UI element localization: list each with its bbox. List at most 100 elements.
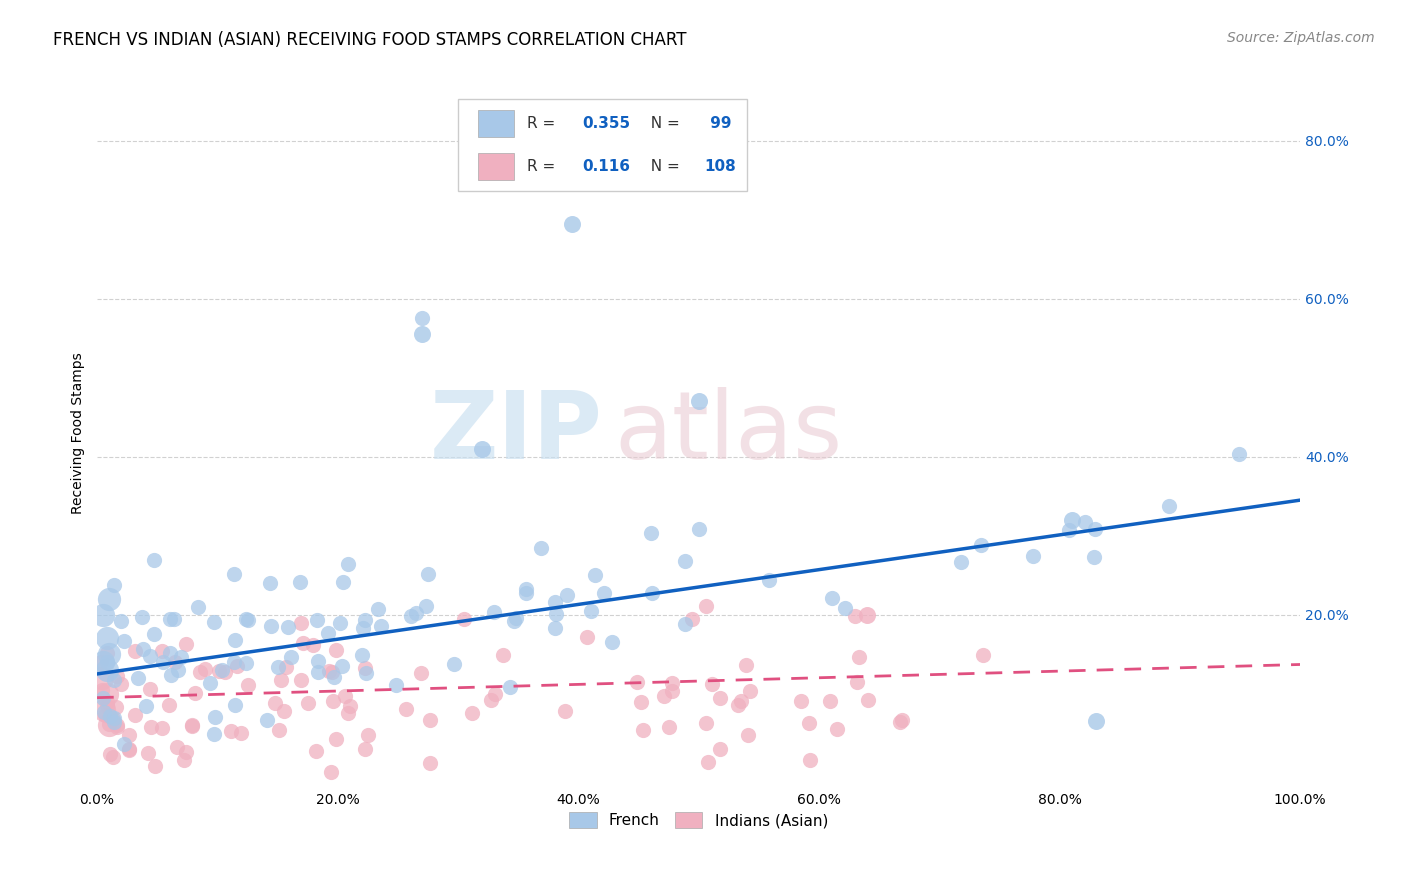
- Point: [112, 738, 135, 752]
- Point: [226, 659, 249, 673]
- Point: [322, 694, 344, 708]
- Point: [98, 591, 121, 606]
- Point: [101, 713, 124, 727]
- Point: [200, 676, 222, 690]
- Point: [297, 696, 319, 710]
- Point: [96, 632, 118, 646]
- Text: 99: 99: [704, 116, 731, 131]
- Point: [856, 607, 879, 622]
- Point: [399, 608, 422, 623]
- Y-axis label: Receiving Food Stamps: Receiving Food Stamps: [72, 352, 86, 514]
- Point: [652, 689, 675, 703]
- Point: [529, 541, 551, 555]
- Point: [91, 655, 114, 669]
- Point: [675, 554, 697, 568]
- Point: [160, 667, 183, 681]
- Point: [169, 650, 191, 665]
- Point: [118, 728, 141, 742]
- Point: [273, 704, 295, 718]
- Point: [658, 720, 681, 734]
- Point: [90, 683, 112, 698]
- Point: [576, 631, 599, 645]
- Point: [288, 575, 311, 590]
- Point: [709, 691, 731, 706]
- Point: [91, 607, 114, 622]
- Point: [356, 728, 378, 742]
- Point: [98, 718, 121, 732]
- Point: [163, 655, 186, 669]
- Point: [98, 747, 121, 761]
- Point: [235, 656, 257, 670]
- Point: [91, 691, 114, 706]
- Point: [214, 665, 236, 680]
- Point: [890, 713, 912, 727]
- Point: [633, 723, 655, 738]
- Point: [1157, 500, 1180, 514]
- Point: [307, 665, 329, 679]
- Point: [337, 557, 360, 571]
- Text: R =: R =: [526, 159, 565, 174]
- Point: [174, 745, 197, 759]
- Point: [219, 724, 242, 739]
- Point: [260, 619, 283, 633]
- Point: [856, 693, 879, 707]
- Point: [256, 713, 278, 727]
- Point: [302, 638, 325, 652]
- Point: [290, 673, 312, 688]
- Point: [180, 719, 202, 733]
- Point: [889, 715, 911, 730]
- Point: [546, 607, 568, 622]
- Point: [825, 722, 848, 736]
- Text: 108: 108: [704, 159, 737, 174]
- Point: [630, 695, 652, 709]
- Legend: French, Indians (Asian): French, Indians (Asian): [562, 806, 834, 834]
- Point: [583, 568, 606, 582]
- Point: [204, 615, 226, 629]
- Point: [224, 655, 246, 669]
- Point: [224, 698, 246, 713]
- Point: [236, 678, 259, 692]
- Point: [98, 709, 121, 723]
- Text: 0.116: 0.116: [582, 159, 630, 174]
- Point: [93, 705, 115, 719]
- Point: [356, 666, 378, 681]
- Point: [98, 647, 121, 661]
- Point: [972, 648, 994, 662]
- Point: [484, 687, 506, 701]
- Point: [419, 714, 441, 728]
- Point: [453, 612, 475, 626]
- Text: Source: ZipAtlas.com: Source: ZipAtlas.com: [1227, 31, 1375, 45]
- Point: [96, 646, 118, 660]
- Point: [337, 706, 360, 720]
- Point: [353, 613, 375, 627]
- Point: [93, 702, 115, 716]
- Point: [821, 591, 844, 605]
- Point: [90, 671, 112, 685]
- Point: [1227, 447, 1250, 461]
- Point: [970, 538, 993, 552]
- Point: [110, 677, 132, 691]
- Point: [105, 700, 128, 714]
- Point: [557, 588, 579, 602]
- Bar: [478, 153, 515, 180]
- FancyBboxPatch shape: [458, 99, 747, 191]
- Point: [103, 714, 125, 729]
- Point: [411, 666, 433, 681]
- Point: [159, 646, 181, 660]
- Point: [405, 606, 427, 620]
- Point: [695, 599, 717, 614]
- Point: [352, 621, 374, 635]
- Point: [479, 693, 502, 707]
- Point: [180, 718, 202, 732]
- Point: [799, 716, 821, 731]
- Point: [758, 574, 780, 588]
- Point: [554, 704, 576, 718]
- Point: [1057, 524, 1080, 538]
- Point: [173, 753, 195, 767]
- Point: [339, 698, 361, 713]
- Point: [735, 658, 758, 673]
- Point: [593, 586, 616, 600]
- Point: [333, 690, 356, 704]
- Point: [790, 694, 813, 708]
- Point: [270, 673, 292, 687]
